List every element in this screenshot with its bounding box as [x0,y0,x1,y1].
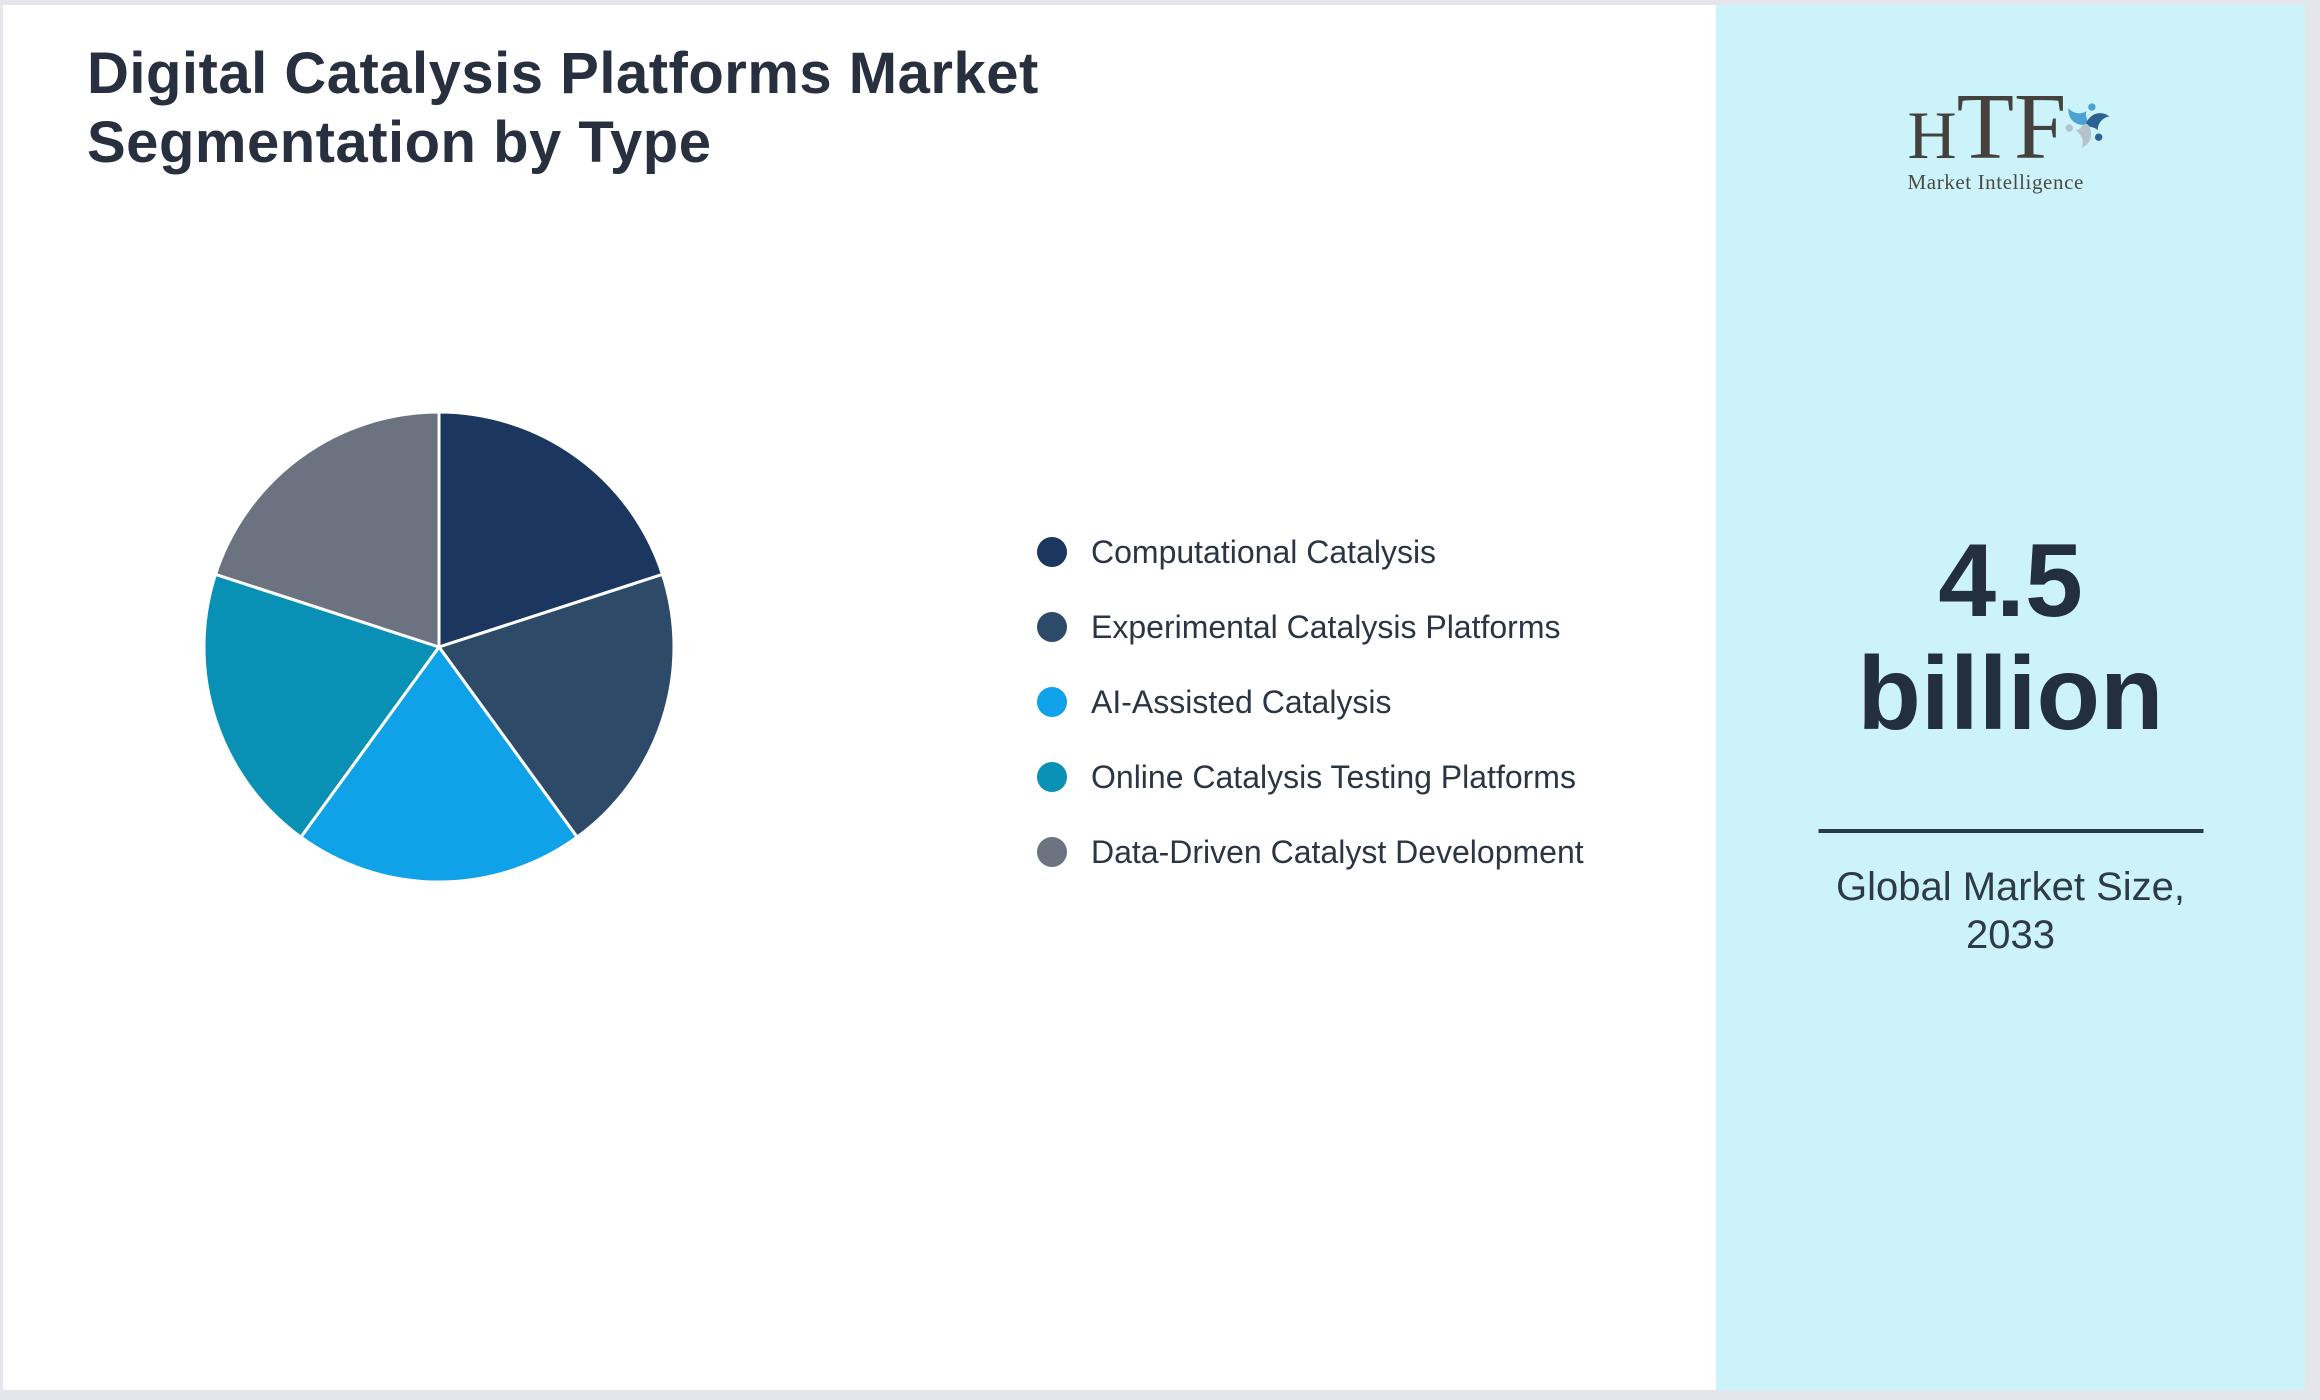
logo-letters-tf: TF [1956,75,2067,179]
legend: Computational Catalysis Experimental Cata… [1037,529,1584,875]
legend-item: Online Catalysis Testing Platforms [1037,754,1584,800]
pie-slice-0 [437,410,664,649]
logo-subtitle: Market Intelligence [1907,170,2084,194]
legend-color-dot-icon [1037,837,1067,867]
legend-item: AI-Assisted Catalysis [1037,679,1584,725]
logo-letter-h: H [1907,97,1957,173]
legend-color-dot-icon [1037,612,1067,642]
legend-item: Experimental Catalysis Platforms [1037,604,1584,650]
logo-wordmark: HTF [1908,80,2067,174]
divider-line [1818,829,2203,833]
infographic-card: Digital Catalysis Platforms Market Segme… [3,5,2305,1390]
logo-row: HTF [1908,80,2114,174]
market-size-caption: Global Market Size, 2033 [1835,865,2186,957]
legend-color-dot-icon [1037,687,1067,717]
pie-slice-1 [437,572,676,839]
pie-slice-3 [202,572,441,839]
legend-label: Online Catalysis Testing Platforms [1091,759,1576,795]
right-panel: HTF [1716,5,2305,1390]
htf-logo: HTF [1907,80,2114,195]
pie-slice-4 [214,410,441,649]
legend-label: AI-Assisted Catalysis [1091,684,1392,720]
legend-color-dot-icon [1037,537,1067,567]
legend-item: Computational Catalysis [1037,529,1584,575]
legend-label: Experimental Catalysis Platforms [1091,609,1561,645]
legend-label: Data-Driven Catalyst Development [1091,834,1584,870]
market-size-value: 4.5 billion [1857,523,2164,752]
legend-label: Computational Catalysis [1091,534,1437,570]
title-line-2: Segmentation by Type [87,110,712,175]
pie-chart [202,410,676,884]
page-title: Digital Catalysis Platforms Market Segme… [87,39,1039,177]
dolphin-swirl-icon [2065,103,2110,148]
pie-slice-2 [299,645,579,884]
title-line-1: Digital Catalysis Platforms Market [87,41,1039,106]
legend-item: Data-Driven Catalyst Development [1037,829,1584,875]
legend-color-dot-icon [1037,762,1067,792]
